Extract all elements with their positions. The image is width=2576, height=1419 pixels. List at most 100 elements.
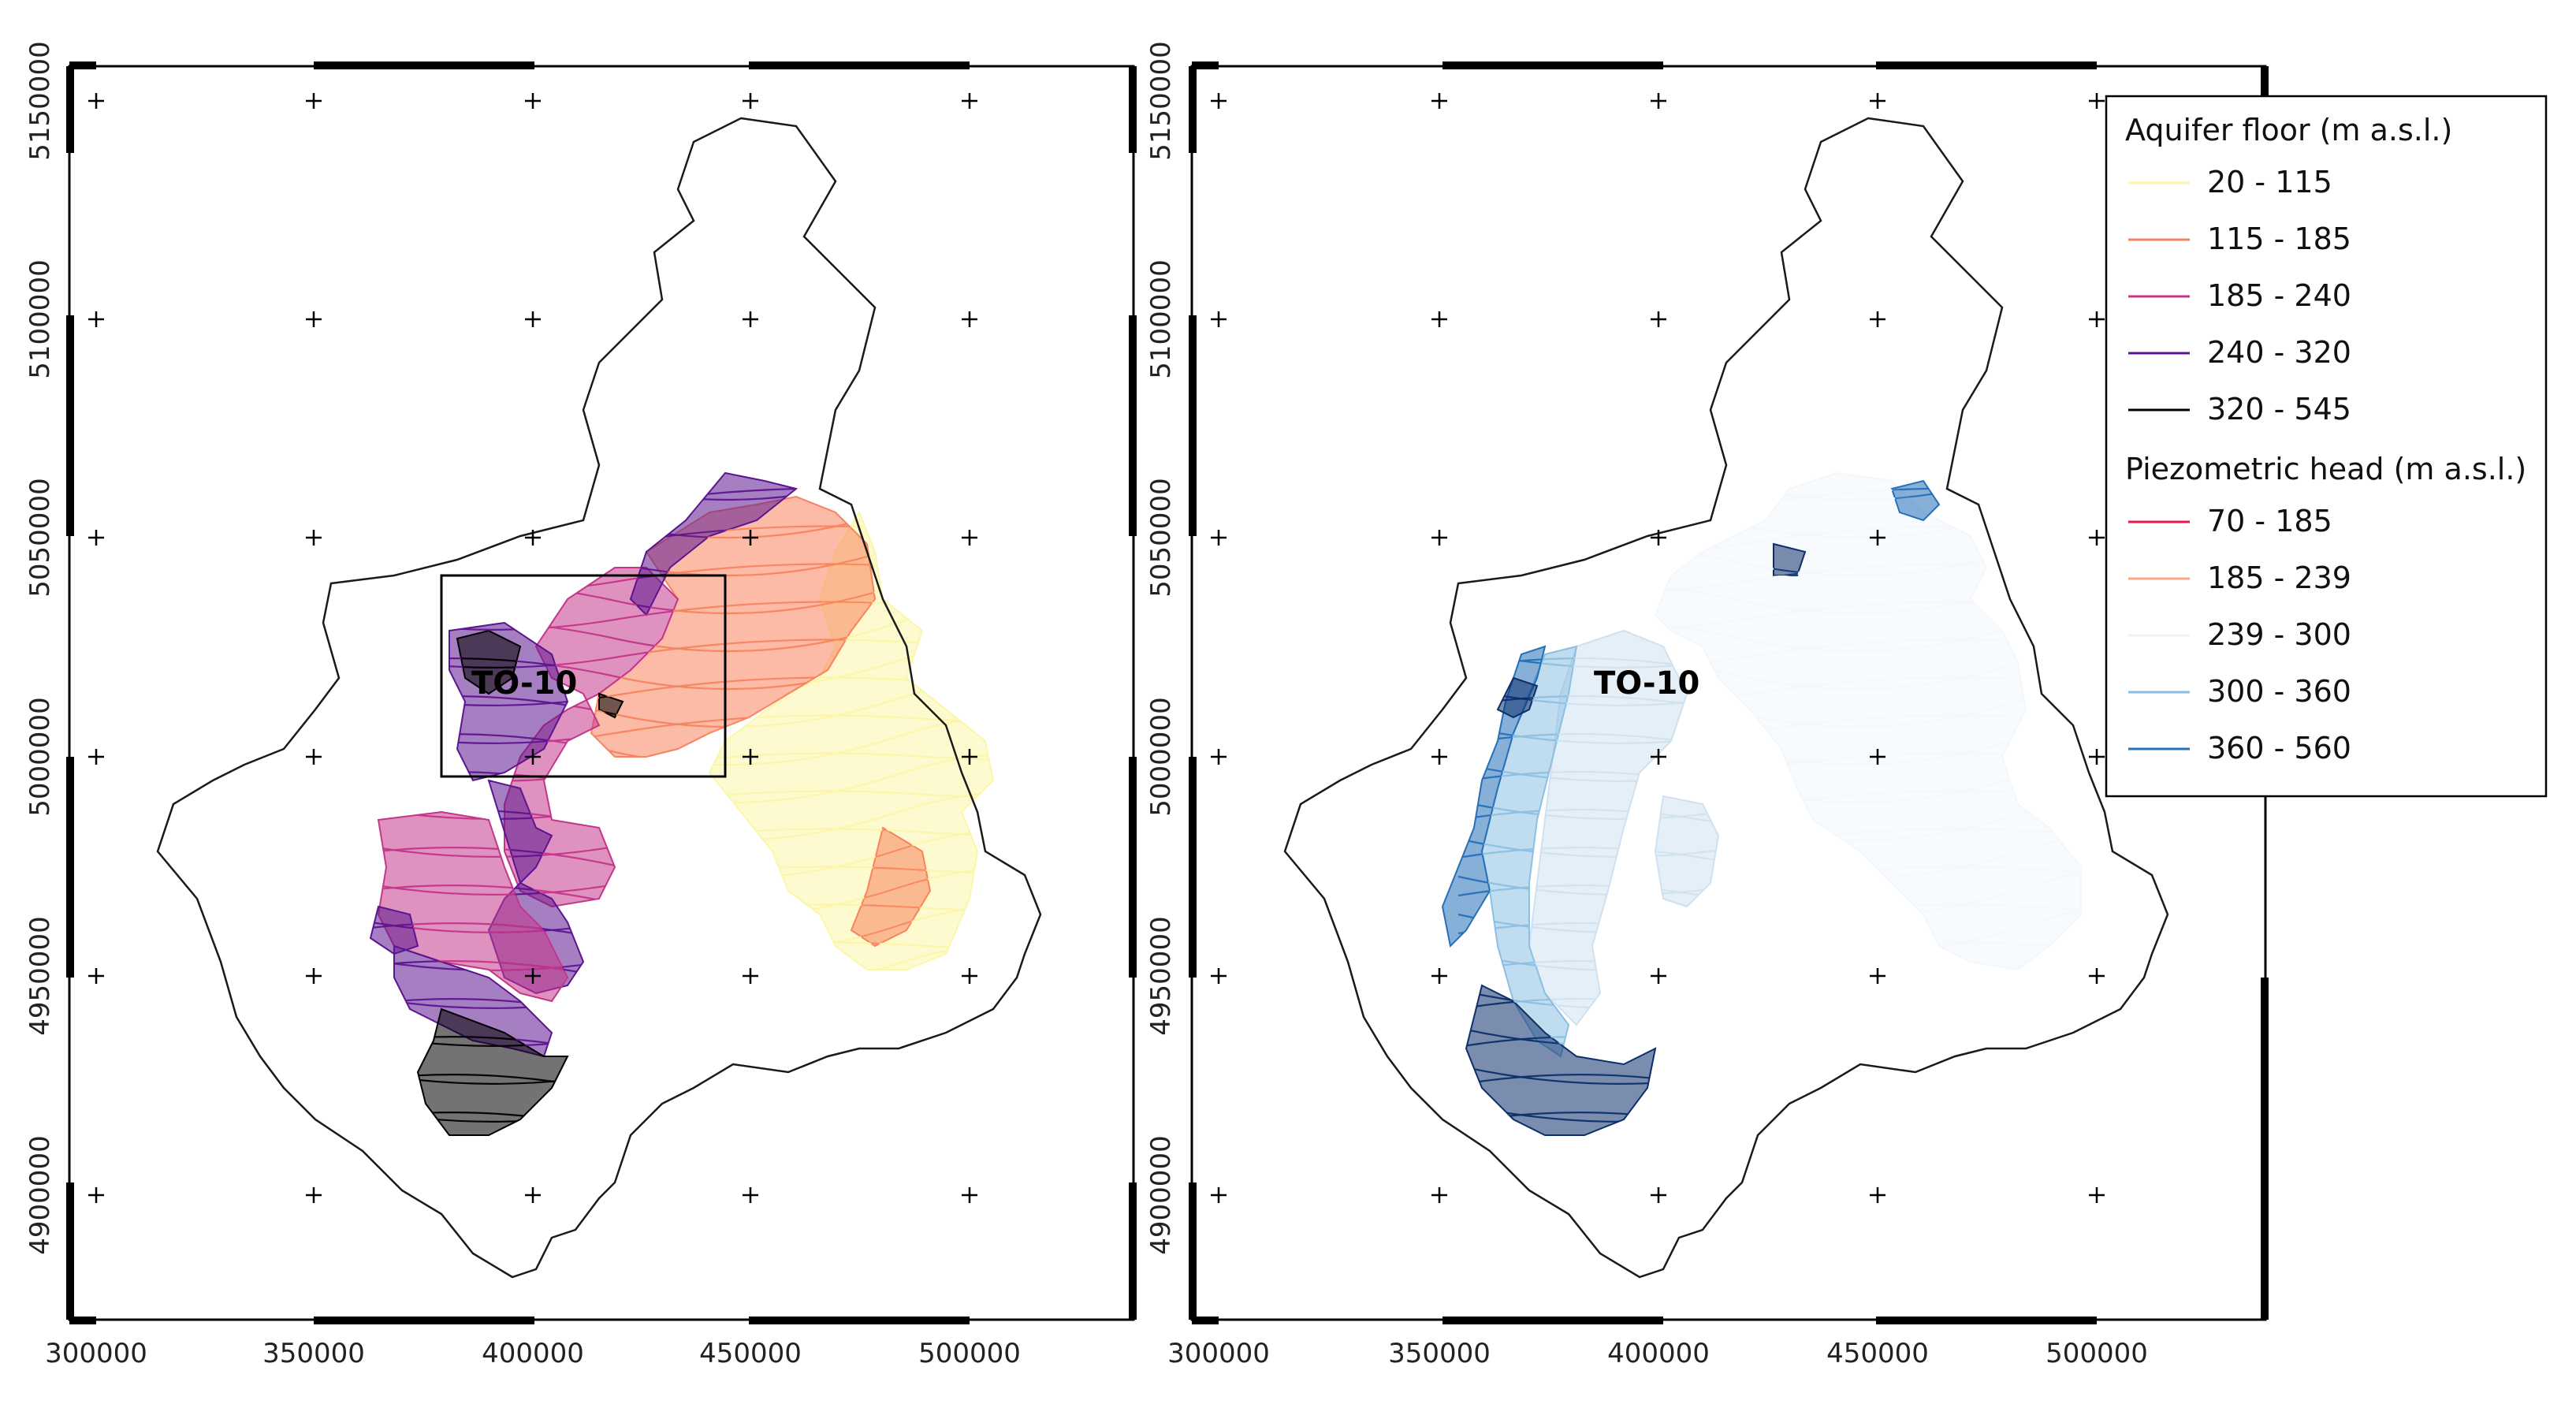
left-grid-crosses <box>88 93 977 1203</box>
grid-cross <box>1870 311 1885 327</box>
y-tick-label: 5100000 <box>24 259 56 378</box>
grid-cross <box>2089 1187 2105 1203</box>
right-contour-line <box>1529 714 1687 766</box>
legend-item-label: 185 - 240 <box>2207 278 2351 313</box>
grid-cross <box>1431 749 1447 765</box>
grid-cross <box>1651 968 1666 984</box>
grid-cross <box>2089 968 2105 984</box>
y-tick-label: 5100000 <box>1145 259 1177 378</box>
left-contour-line <box>449 676 568 706</box>
x-tick-label: 300000 <box>45 1338 147 1369</box>
grid-cross <box>306 530 322 546</box>
grid-cross <box>1211 311 1227 327</box>
left-x-tick-labels: 300000 350000 400000 450000 500000 <box>45 1338 1021 1369</box>
grid-cross <box>743 749 758 765</box>
grid-cross <box>1651 530 1666 546</box>
right-contour-line <box>1655 714 2081 766</box>
legend-items: Aquifer floor (m a.s.l.) 20 - 115 115 - 18… <box>2125 113 2526 765</box>
left-contour-line <box>418 1093 568 1123</box>
x-tick-label: 450000 <box>699 1338 802 1369</box>
left-contour-line <box>418 1055 568 1107</box>
x-tick-label: 500000 <box>2046 1338 2148 1369</box>
right-contour-line <box>1655 639 2081 669</box>
y-tick-label: 5000000 <box>1145 697 1177 816</box>
x-tick-label: 350000 <box>1388 1338 1491 1369</box>
left-contour-line <box>591 563 875 615</box>
right-site-label: TO-10 <box>1594 665 1699 702</box>
legend-item-label: 239 - 300 <box>2207 617 2351 652</box>
right-zone-7 <box>1773 542 1807 576</box>
grid-cross <box>1870 530 1885 546</box>
x-tick-label: 300000 <box>1167 1338 1270 1369</box>
right-contour-line <box>1655 487 2081 517</box>
grid-cross <box>2089 749 2105 765</box>
right-contour-line <box>1655 525 2081 555</box>
left-contour-line <box>457 639 520 669</box>
legend-item-label: 240 - 320 <box>2207 335 2351 370</box>
legend-item-label: 115 - 185 <box>2207 222 2351 256</box>
left-contour-line <box>591 525 875 555</box>
left-contour-line <box>378 828 568 858</box>
right-contour-line <box>1466 1093 1655 1135</box>
left-contour-line <box>457 639 520 691</box>
left-contour-line <box>591 639 875 669</box>
left-frame-ticks <box>66 61 1137 1324</box>
right-contour-line <box>1655 790 2081 842</box>
grid-cross <box>88 968 104 984</box>
grid-cross <box>962 1187 977 1203</box>
left-contour-line <box>591 676 875 706</box>
left-contour-line <box>449 714 568 744</box>
right-contour-line <box>1529 752 1687 804</box>
grid-cross <box>962 93 977 109</box>
left-contour-line <box>394 979 552 1009</box>
grid-cross <box>306 93 322 109</box>
right-contour-line <box>1529 676 1687 706</box>
grid-cross <box>1651 311 1666 327</box>
left-contour-line <box>418 1055 568 1085</box>
left-zone-11 <box>456 629 522 695</box>
left-contour-line <box>394 979 552 1031</box>
right-contour-line <box>1655 639 2081 691</box>
left-contour-line <box>591 563 875 593</box>
right-contour-line <box>1655 563 2081 615</box>
right-contour-line <box>1655 601 2081 653</box>
left-zone-10 <box>416 1007 569 1136</box>
grid-cross <box>962 311 977 327</box>
grid-cross <box>962 968 977 984</box>
left-contour-line <box>709 752 993 804</box>
right-zone-8 <box>1890 479 1941 522</box>
grid-cross <box>88 530 104 546</box>
y-tick-label: 4950000 <box>1145 916 1177 1035</box>
grid-cross <box>1651 93 1666 109</box>
legend-item-label: 320 - 545 <box>2207 392 2351 426</box>
grid-cross <box>88 1187 104 1203</box>
grid-cross <box>306 968 322 984</box>
right-contour-line <box>1655 473 2081 501</box>
grid-cross <box>306 311 322 327</box>
y-tick-label: 4950000 <box>24 916 56 1035</box>
grid-cross <box>1870 749 1885 765</box>
grid-cross <box>1870 93 1885 109</box>
left-contour-line <box>378 903 568 933</box>
right-contour-line <box>1655 563 2081 593</box>
left-aquifer-zones <box>369 471 995 1136</box>
grid-cross <box>1431 311 1447 327</box>
grid-cross <box>525 1187 541 1203</box>
grid-cross <box>743 311 758 327</box>
left-contour-line <box>591 601 875 631</box>
left-site-label: TO-10 <box>471 665 577 702</box>
left-contour-line <box>591 639 875 691</box>
x-tick-label: 350000 <box>262 1338 365 1369</box>
grid-cross <box>525 968 541 984</box>
left-contour-line <box>449 676 568 728</box>
grid-cross <box>962 749 977 765</box>
left-contour-line <box>378 941 568 993</box>
grid-cross <box>743 93 758 109</box>
right-contour-line <box>1529 828 1687 880</box>
left-contour-line <box>709 676 993 728</box>
legend-item-label: 20 - 115 <box>2207 165 2332 199</box>
right-contour-line <box>1655 828 2081 858</box>
right-grid-crosses <box>1211 93 2105 1203</box>
left-contour-line <box>378 866 568 896</box>
